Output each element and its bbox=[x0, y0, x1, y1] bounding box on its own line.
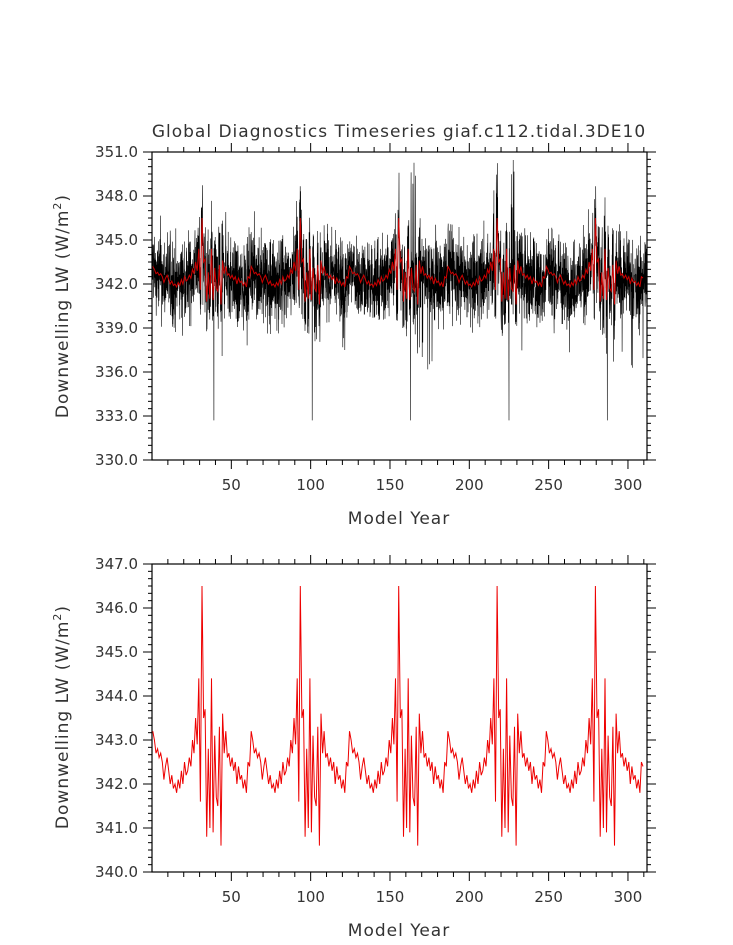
top-x-tick-label: 50 bbox=[222, 476, 241, 494]
top-panel: Global Diagnostics Timeseries giaf.c112.… bbox=[51, 122, 656, 529]
bottom-y-tick-label: 342.0 bbox=[95, 775, 138, 793]
top-series-annual-line bbox=[152, 217, 644, 305]
bottom-y-tick-label: 345.0 bbox=[95, 643, 138, 661]
top-x-tick-label: 150 bbox=[376, 476, 405, 494]
chart-title: Global Diagnostics Timeseries giaf.c112.… bbox=[152, 122, 646, 142]
bottom-panel: 50 100 150 200 250 300 340.0341.0342.0343.034… bbox=[51, 555, 656, 941]
top-y-tick-label: 348.0 bbox=[95, 187, 138, 205]
top-x-ticks: 50 100 150 200 250 300 bbox=[167, 143, 645, 494]
bottom-y-tick-label: 344.0 bbox=[95, 687, 138, 705]
top-x-tick-label: 100 bbox=[296, 476, 325, 494]
bottom-x-tick-label: 150 bbox=[376, 888, 405, 906]
bottom-frame bbox=[151, 563, 648, 873]
bottom-x-tick-label: 250 bbox=[534, 888, 563, 906]
bottom-x-ticks: 50 100 150 200 250 300 bbox=[167, 555, 645, 906]
top-x-tick-label: 300 bbox=[614, 476, 643, 494]
bottom-x-axis-title: Model Year bbox=[348, 921, 450, 941]
top-plot-area bbox=[151, 151, 648, 461]
bottom-y-tick-label: 341.0 bbox=[95, 819, 138, 837]
top-y-tick-label: 339.0 bbox=[95, 319, 138, 337]
bottom-y-tick-label: 346.0 bbox=[95, 599, 138, 617]
top-y-tick-label: 333.0 bbox=[95, 407, 138, 425]
bottom-series-annual-line bbox=[152, 585, 644, 846]
top-y-tick-label: 330.0 bbox=[95, 451, 138, 469]
bottom-x-tick-label: 300 bbox=[614, 888, 643, 906]
top-series-monthly-line bbox=[151, 159, 648, 421]
bottom-plot-area bbox=[151, 563, 648, 873]
bottom-y-tick-label: 340.0 bbox=[95, 863, 138, 881]
bottom-y-tick-label: 347.0 bbox=[95, 555, 138, 573]
bottom-x-tick-label: 50 bbox=[222, 888, 241, 906]
top-y-tick-label: 345.0 bbox=[95, 231, 138, 249]
top-x-axis-title: Model Year bbox=[348, 509, 450, 529]
top-y-axis-title: Downwelling LW (W/m2) bbox=[51, 194, 73, 418]
top-x-tick-label: 200 bbox=[455, 476, 484, 494]
top-frame bbox=[151, 151, 648, 461]
top-y-tick-label: 336.0 bbox=[95, 363, 138, 381]
bottom-x-tick-label: 100 bbox=[296, 888, 325, 906]
bottom-x-tick-label: 200 bbox=[455, 888, 484, 906]
top-y-tick-label: 342.0 bbox=[95, 275, 138, 293]
bottom-y-ticks: 340.0 341.0 342.0 343.0 344.0 345.0 346.0 347.0 bbox=[95, 555, 656, 881]
top-x-tick-label: 250 bbox=[534, 476, 563, 494]
top-y-tick-label: 351.0 bbox=[95, 143, 138, 161]
bottom-y-axis-title: Downwelling LW (W/m2) bbox=[51, 605, 73, 829]
bottom-y-tick-label: 343.0 bbox=[95, 731, 138, 749]
top-y-ticks: 330.0 333.0 336.0 339.0 342.0 345.0 348.0 351.0 bbox=[95, 143, 656, 469]
